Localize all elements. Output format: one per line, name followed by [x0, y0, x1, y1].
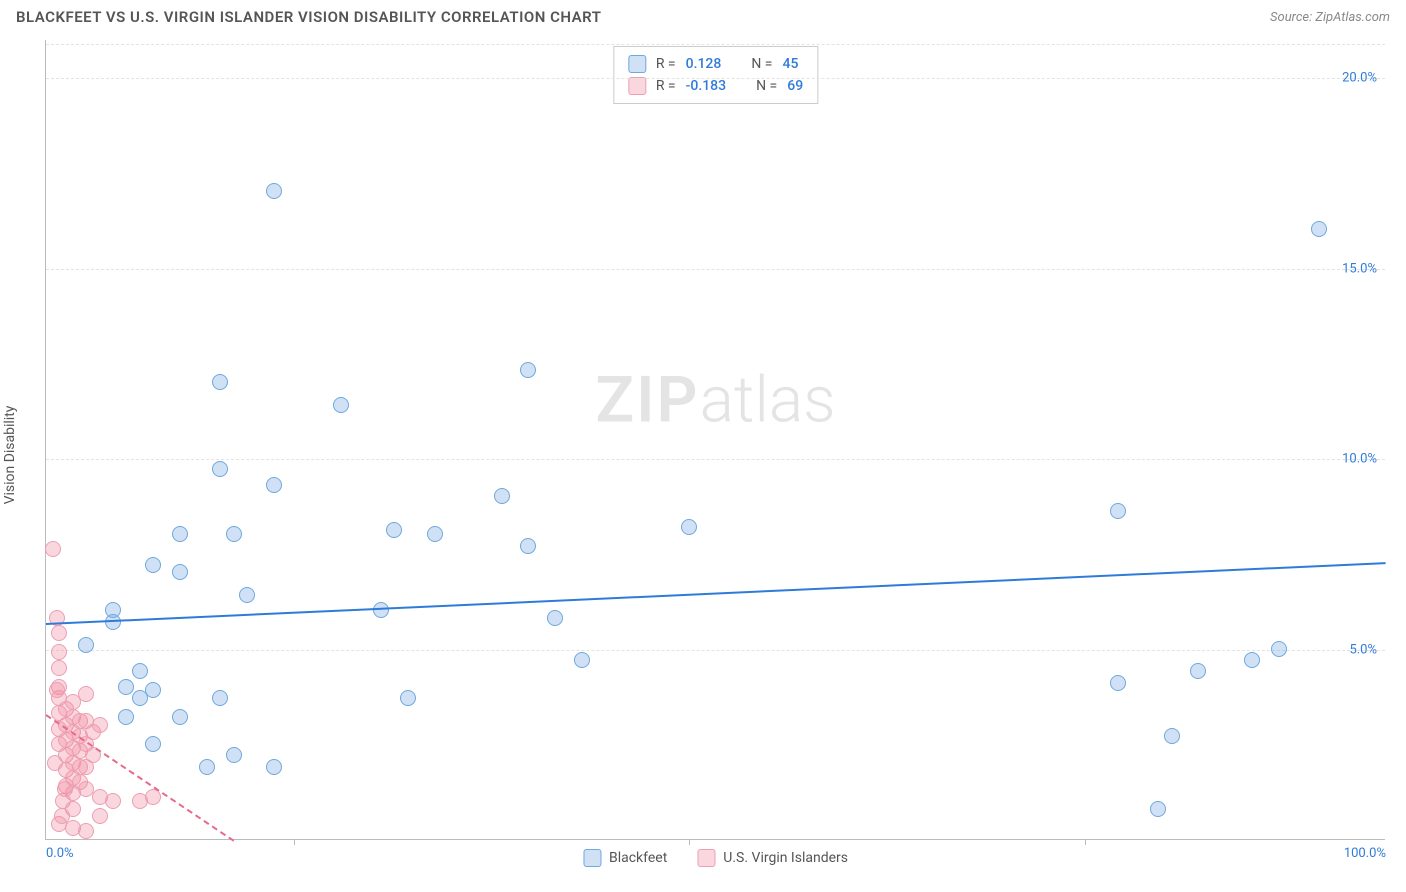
y-tick-label: 20.0% [1342, 71, 1377, 86]
data-point [105, 602, 121, 618]
data-point [212, 461, 228, 477]
data-point [494, 488, 510, 504]
x-tick-label: 0.0% [46, 846, 74, 861]
data-point [520, 362, 536, 378]
data-point [1271, 641, 1287, 657]
r-value-blue: 0.128 [686, 56, 722, 72]
data-point [681, 519, 697, 535]
data-point [239, 587, 255, 603]
data-point [1311, 221, 1327, 237]
data-point [78, 823, 94, 839]
data-point [45, 541, 61, 557]
data-point [520, 538, 536, 554]
data-point [51, 660, 67, 676]
data-point [92, 717, 108, 733]
data-point [212, 374, 228, 390]
swatch-blue [628, 55, 646, 73]
data-point [266, 759, 282, 775]
data-point [145, 682, 161, 698]
data-point [105, 793, 121, 809]
swatch-pink [628, 77, 646, 95]
data-point [78, 686, 94, 702]
chart-title: BLACKFEET VS U.S. VIRGIN ISLANDER VISION… [16, 8, 601, 26]
legend-row-blue: R = 0.128 N = 45 [628, 53, 803, 75]
data-point [226, 526, 242, 542]
r-label: R = [656, 78, 676, 94]
plot-area: ZIPatlas R = 0.128 N = 45 R = -0.183 N =… [45, 40, 1385, 840]
data-point [333, 397, 349, 413]
data-point [172, 526, 188, 542]
data-point [172, 709, 188, 725]
gridline [46, 78, 1385, 79]
data-point [92, 808, 108, 824]
data-point [118, 679, 134, 695]
x-tick [689, 839, 690, 845]
data-point [427, 526, 443, 542]
data-point [373, 602, 389, 618]
data-point [574, 652, 590, 668]
n-value-pink: 69 [787, 78, 803, 94]
y-tick-label: 15.0% [1342, 261, 1377, 276]
legend-item-pink: U.S. Virgin Islanders [697, 849, 848, 867]
data-point [1244, 652, 1260, 668]
legend-item-blue: Blackfeet [583, 849, 667, 867]
data-point [1190, 663, 1206, 679]
gridline [46, 650, 1385, 651]
gridline [46, 459, 1385, 460]
data-point [199, 759, 215, 775]
x-tick [294, 839, 295, 845]
data-point [266, 477, 282, 493]
x-tick-label: 100.0% [1344, 846, 1386, 861]
data-point [212, 690, 228, 706]
data-point [54, 808, 70, 824]
x-tick [1085, 839, 1086, 845]
data-point [51, 625, 67, 641]
n-label: N = [756, 78, 777, 94]
data-point [145, 557, 161, 573]
series-legend: Blackfeet U.S. Virgin Islanders [583, 849, 848, 867]
data-point [51, 644, 67, 660]
y-axis-label: Vision Disability [2, 406, 18, 505]
r-label: R = [656, 56, 676, 72]
data-point [145, 736, 161, 752]
data-point [47, 755, 63, 771]
y-tick-label: 5.0% [1349, 642, 1377, 657]
data-point [400, 690, 416, 706]
data-point [226, 747, 242, 763]
data-point [1110, 503, 1126, 519]
data-point [1110, 675, 1126, 691]
swatch-pink [697, 849, 715, 867]
gridline [46, 269, 1385, 270]
watermark: ZIPatlas [595, 362, 835, 437]
source-label: Source: ZipAtlas.com [1270, 10, 1390, 25]
data-point [172, 564, 188, 580]
r-value-pink: -0.183 [686, 78, 726, 94]
data-point [49, 682, 65, 698]
swatch-blue [583, 849, 601, 867]
legend-label-pink: U.S. Virgin Islanders [723, 850, 848, 866]
gridline [46, 44, 1385, 45]
data-point [547, 610, 563, 626]
n-value-blue: 45 [782, 56, 798, 72]
data-point [1164, 728, 1180, 744]
data-point [1150, 801, 1166, 817]
correlation-legend: R = 0.128 N = 45 R = -0.183 N = 69 [613, 46, 818, 104]
data-point [118, 709, 134, 725]
data-point [78, 637, 94, 653]
data-point [386, 522, 402, 538]
n-label: N = [751, 56, 772, 72]
data-point [57, 781, 73, 797]
data-point [132, 663, 148, 679]
y-tick-label: 10.0% [1342, 452, 1377, 467]
legend-label-blue: Blackfeet [609, 850, 667, 866]
data-point [266, 183, 282, 199]
